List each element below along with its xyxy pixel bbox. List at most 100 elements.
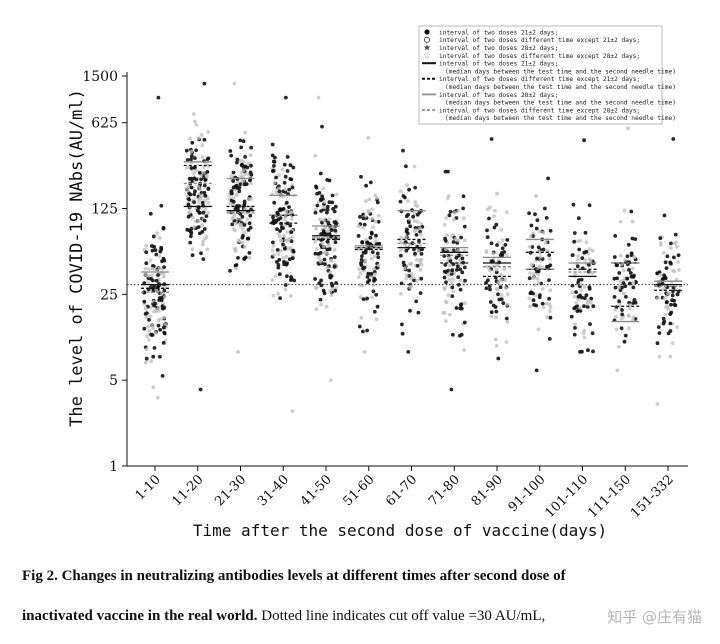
data-point <box>587 263 591 267</box>
data-point <box>669 241 673 246</box>
data-point <box>663 312 668 317</box>
data-point <box>187 210 192 215</box>
data-point <box>494 309 499 314</box>
data-point <box>547 296 551 301</box>
data-point <box>373 277 377 282</box>
data-point <box>185 158 190 162</box>
data-point <box>163 322 168 327</box>
data-point <box>668 312 673 316</box>
data-point <box>201 170 206 175</box>
data-point <box>150 323 155 328</box>
data-point <box>374 239 378 244</box>
data-point <box>445 233 449 238</box>
data-point <box>623 333 628 338</box>
data-point <box>622 339 627 344</box>
data-point <box>333 240 338 245</box>
data-point <box>156 95 161 100</box>
data-point <box>499 227 504 232</box>
data-point <box>455 268 459 272</box>
x-tick-label: 71-80 <box>426 472 463 509</box>
data-point <box>405 199 410 203</box>
data-point <box>504 316 509 321</box>
data-point <box>205 170 210 174</box>
data-point <box>418 258 422 262</box>
data-point <box>319 278 323 283</box>
data-point <box>358 282 363 287</box>
data-point <box>318 217 322 222</box>
data-point <box>485 207 490 212</box>
data-point <box>447 312 452 317</box>
data-point <box>199 251 203 256</box>
data-point <box>326 243 331 248</box>
scatter-chart: 1 5 25 125 625 1500 1-10 11-20 21-30 31-40 41-50 5… <box>67 25 688 540</box>
data-point <box>623 284 628 289</box>
data-point <box>370 295 374 299</box>
data-point <box>233 263 238 268</box>
data-point <box>494 286 499 291</box>
data-point <box>369 230 374 235</box>
data-point <box>325 239 330 244</box>
data-point <box>194 148 199 153</box>
data-point <box>279 248 283 253</box>
data-point <box>572 231 577 235</box>
data-point <box>582 138 586 143</box>
data-point <box>283 187 288 192</box>
data-point <box>415 219 420 224</box>
data-point <box>247 251 252 255</box>
data-point <box>671 137 676 141</box>
data-point <box>231 195 236 200</box>
data-point <box>289 177 294 182</box>
data-point <box>237 239 242 244</box>
data-point <box>580 256 585 261</box>
data-point <box>230 222 235 227</box>
data-point <box>271 159 276 164</box>
data-point <box>527 296 532 301</box>
data-point <box>202 190 207 195</box>
data-point <box>326 220 331 225</box>
data-point <box>376 263 381 268</box>
data-point <box>359 174 363 179</box>
data-point <box>492 214 496 219</box>
data-point <box>419 252 424 256</box>
data-point <box>287 205 291 210</box>
data-point <box>505 292 510 296</box>
data-point <box>198 187 203 192</box>
data-point <box>276 252 281 257</box>
data-point <box>373 272 378 277</box>
data-point <box>618 253 623 258</box>
data-point <box>669 302 673 307</box>
data-point <box>317 191 322 195</box>
data-point <box>153 248 158 253</box>
data-point <box>496 280 501 284</box>
x-axis-label: Time after the second dose of vaccine(da… <box>193 521 607 540</box>
data-point <box>484 286 489 291</box>
data-point <box>206 187 211 191</box>
data-point <box>630 219 635 224</box>
data-point <box>398 199 403 204</box>
data-point <box>628 271 633 275</box>
legend-entry-label: interval of two doses different time exc… <box>439 37 640 44</box>
data-point <box>191 112 196 116</box>
data-point <box>241 234 245 238</box>
data-point <box>617 299 621 304</box>
data-point <box>674 240 679 245</box>
data-point <box>287 187 292 192</box>
data-point <box>144 356 149 361</box>
data-point <box>442 223 447 227</box>
data-point <box>535 277 540 281</box>
data-point <box>288 293 293 298</box>
data-point <box>676 253 681 258</box>
data-point <box>199 177 204 182</box>
data-point <box>152 284 157 289</box>
data-point <box>195 208 200 213</box>
data-point <box>239 170 244 175</box>
data-point <box>248 213 253 218</box>
data-point <box>144 250 149 255</box>
data-point <box>156 395 160 400</box>
data-point <box>233 221 238 226</box>
data-point <box>402 263 406 268</box>
data-point <box>289 216 294 221</box>
data-point <box>238 158 243 163</box>
data-point <box>373 219 378 224</box>
x-tick-label: 91-100 <box>506 472 549 515</box>
